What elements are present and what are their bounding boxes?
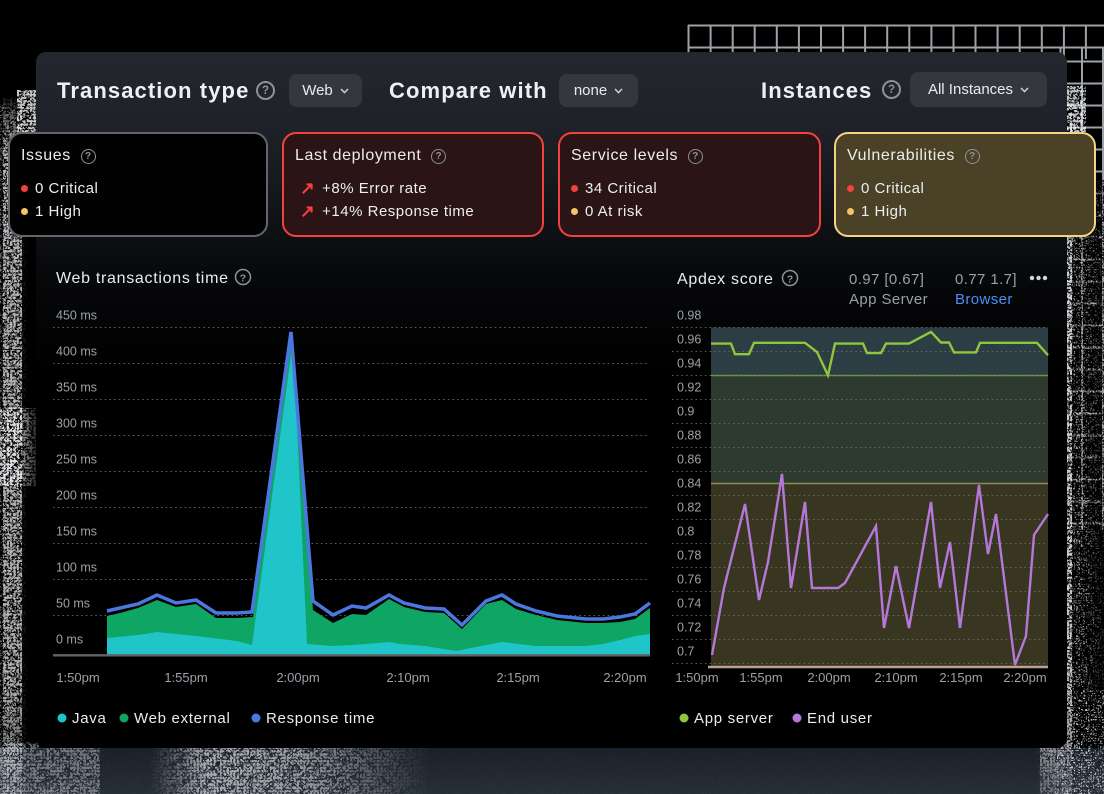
svg-text:Java: Java	[72, 710, 107, 727]
svg-text:2:15pm: 2:15pm	[939, 670, 982, 685]
svg-text:2:20pm: 2:20pm	[603, 670, 646, 685]
svg-text:0.82: 0.82	[677, 501, 701, 515]
svg-text:350 ms: 350 ms	[56, 381, 97, 395]
svg-text:?: ?	[240, 273, 246, 285]
svg-text:0.96: 0.96	[677, 333, 701, 347]
svg-text:App Server: App Server	[849, 291, 928, 308]
svg-text:0.97 [0.67]: 0.97 [0.67]	[849, 271, 924, 288]
svg-text:50 ms: 50 ms	[56, 597, 90, 611]
svg-text:300 ms: 300 ms	[56, 417, 97, 431]
svg-text:0 ms: 0 ms	[56, 633, 83, 647]
svg-text:0.8: 0.8	[677, 525, 694, 539]
svg-text:150 ms: 150 ms	[56, 525, 97, 539]
svg-text:2:00pm: 2:00pm	[807, 670, 850, 685]
svg-text:100 ms: 100 ms	[56, 561, 97, 575]
svg-text:End user: End user	[807, 710, 873, 727]
svg-text:2:20pm: 2:20pm	[1003, 670, 1046, 685]
svg-text:250 ms: 250 ms	[56, 453, 97, 467]
svg-text:2:15pm: 2:15pm	[496, 670, 539, 685]
svg-text:?: ?	[787, 274, 793, 286]
svg-text:2:10pm: 2:10pm	[386, 670, 429, 685]
svg-text:2:00pm: 2:00pm	[276, 670, 319, 685]
svg-text:1:50pm: 1:50pm	[675, 670, 718, 685]
svg-text:0.98: 0.98	[677, 309, 701, 323]
svg-text:Web transactions time: Web transactions time	[56, 270, 229, 287]
svg-text:Web external: Web external	[134, 710, 231, 727]
svg-text:0.9: 0.9	[677, 405, 694, 419]
svg-text:Browser: Browser	[955, 291, 1013, 308]
svg-text:Response time: Response time	[266, 710, 375, 727]
svg-text:0.78: 0.78	[677, 549, 701, 563]
svg-text:0.86: 0.86	[677, 453, 701, 467]
svg-text:App server: App server	[694, 710, 774, 727]
svg-text:0.72: 0.72	[677, 621, 701, 635]
svg-text:0.77 1.7]: 0.77 1.7]	[955, 271, 1017, 288]
svg-text:1:50pm: 1:50pm	[56, 670, 99, 685]
svg-text:0.7: 0.7	[677, 645, 694, 659]
svg-text:0.74: 0.74	[677, 597, 701, 611]
svg-text:1:55pm: 1:55pm	[739, 670, 782, 685]
svg-text:450 ms: 450 ms	[56, 309, 97, 323]
svg-text:1:55pm: 1:55pm	[164, 670, 207, 685]
svg-text:200 ms: 200 ms	[56, 489, 97, 503]
svg-text:400 ms: 400 ms	[56, 345, 97, 359]
svg-text:0.84: 0.84	[677, 477, 701, 491]
svg-text:0.94: 0.94	[677, 357, 701, 371]
svg-text:0.92: 0.92	[677, 381, 701, 395]
svg-text:0.76: 0.76	[677, 573, 701, 587]
svg-text:2:10pm: 2:10pm	[874, 670, 917, 685]
svg-text:Apdex score: Apdex score	[677, 271, 774, 288]
svg-text:0.88: 0.88	[677, 429, 701, 443]
